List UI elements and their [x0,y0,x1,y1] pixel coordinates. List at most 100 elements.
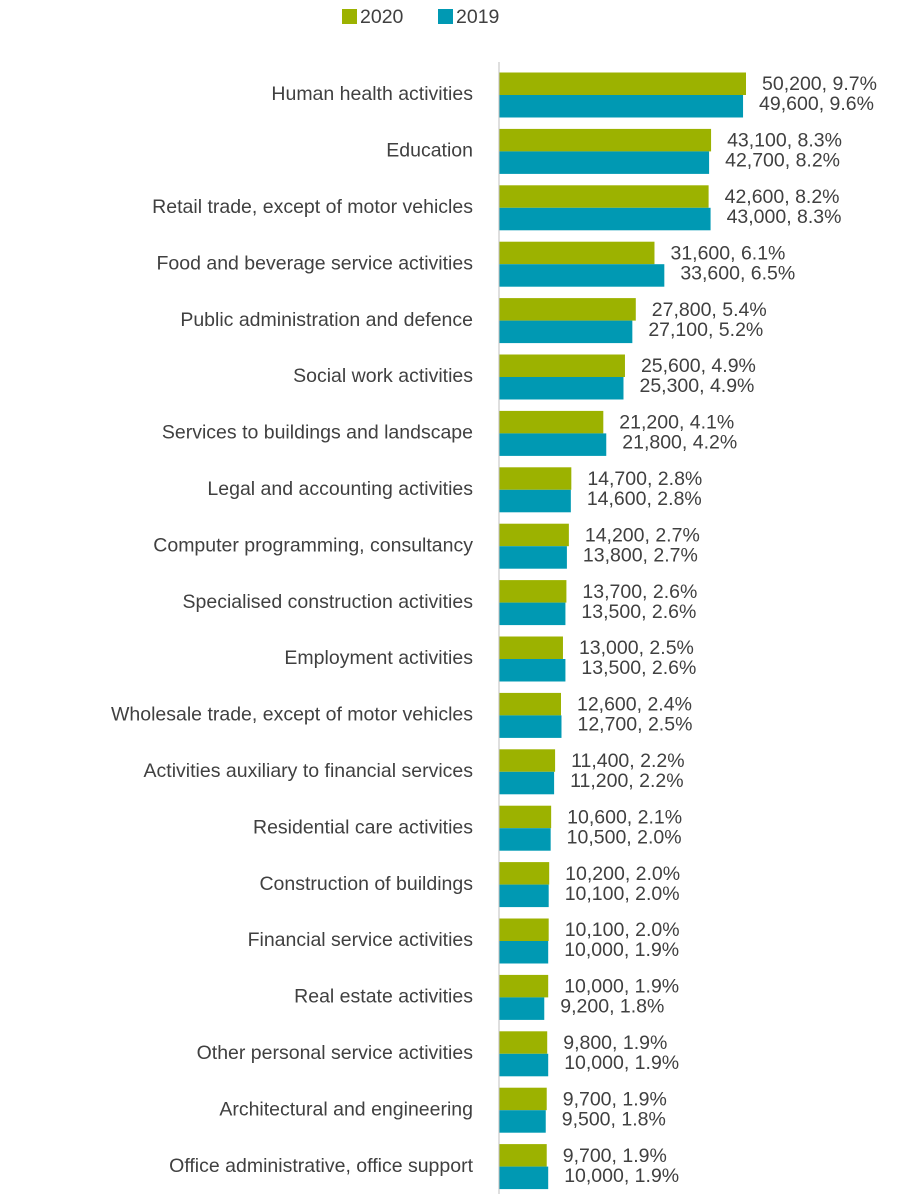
bar [499,1166,549,1190]
value-label: 25,600, 4.9% [641,355,756,377]
value-label: 9,700, 1.9% [563,1145,667,1167]
category-label: Food and beverage service activities [156,252,473,274]
bar [499,377,624,400]
category-label: Architectural and engineering [219,1098,473,1120]
bar [499,941,549,964]
bar [499,1110,546,1133]
bar [499,489,571,513]
bar [499,974,549,998]
value-label: 10,100, 2.0% [565,919,680,941]
category-label: Services to buildings and landscape [162,422,473,444]
bar [499,1031,548,1054]
value-label: 50,200, 9.7% [762,73,877,95]
bar [499,354,625,377]
category-label: Social work activities [293,365,473,387]
value-label: 10,000, 1.9% [564,939,679,961]
bar [499,659,566,682]
legend-swatch [438,9,453,24]
value-label: 21,800, 4.2% [622,432,737,454]
bar [499,771,555,795]
value-label: 43,000, 8.3% [727,206,842,228]
bar [499,580,567,603]
category-label: Other personal service activities [197,1042,474,1064]
bar [499,862,550,885]
bar [499,715,562,738]
bar [499,997,545,1020]
value-label: 27,100, 5.2% [648,319,763,341]
value-label: 10,000, 1.9% [564,976,679,998]
category-label: Residential care activities [253,816,473,838]
category-label: Financial service activities [248,929,474,951]
value-label: 31,600, 6.1% [670,242,785,264]
value-label: 10,000, 1.9% [564,1165,679,1187]
bar [499,151,710,174]
value-label: 13,700, 2.6% [582,581,697,603]
value-label: 42,600, 8.2% [725,186,840,208]
category-label: Computer programming, consultancy [153,534,473,556]
bar [499,602,566,626]
bar [499,828,551,851]
category-label: Employment activities [284,647,473,669]
category-label: Real estate activities [294,986,473,1008]
bar [499,918,549,941]
legend-swatch [342,9,357,24]
bar [499,264,665,287]
bar [499,1053,549,1077]
category-label: Specialised construction activities [183,591,474,613]
bar [499,749,556,772]
value-label: 10,000, 1.9% [564,1052,679,1074]
value-label: 27,800, 5.4% [652,299,767,321]
value-label: 14,700, 2.8% [587,468,702,490]
value-label: 42,700, 8.2% [725,150,840,172]
value-label: 9,800, 1.9% [563,1032,667,1054]
value-label: 13,000, 2.5% [579,637,694,659]
value-label: 10,500, 2.0% [567,826,682,848]
bar [499,805,552,829]
legend-label: 2020 [360,6,404,28]
bar [499,1087,547,1111]
value-label: 33,600, 6.5% [680,262,795,284]
value-label: 9,700, 1.9% [563,1088,667,1110]
value-label: 12,600, 2.4% [577,694,692,716]
bar [499,128,712,152]
value-label: 9,500, 1.8% [562,1108,666,1130]
value-label: 21,200, 4.1% [619,412,734,434]
category-label: Human health activities [271,83,473,105]
value-label: 13,500, 2.6% [581,601,696,623]
value-label: 10,200, 2.0% [565,863,680,885]
value-label: 12,700, 2.5% [577,714,692,736]
bar [499,185,709,208]
value-label: 13,800, 2.7% [583,544,698,566]
category-label: Retail trade, except of motor vehicles [152,196,473,218]
value-label: 49,600, 9.6% [759,93,874,115]
bar [499,692,561,716]
legend-label: 2019 [456,6,499,28]
category-label: Wholesale trade, except of motor vehicle… [111,704,473,726]
category-label: Legal and accounting activities [207,478,473,500]
category-label: Education [386,140,473,162]
bar [499,636,563,659]
category-label: Public administration and defence [180,309,473,331]
bar [499,546,567,569]
value-label: 25,300, 4.9% [639,375,754,397]
bar [499,1144,547,1167]
bar [499,241,655,265]
value-label: 13,500, 2.6% [581,657,696,679]
bar [499,207,711,231]
category-label: Activities auxiliary to financial servic… [144,760,474,782]
category-label: Construction of buildings [259,873,473,895]
value-label: 11,400, 2.2% [571,750,684,772]
value-label: 10,100, 2.0% [565,883,680,905]
value-label: 9,200, 1.8% [560,996,664,1018]
bar [499,298,636,321]
value-label: 11,200, 2.2% [570,770,683,792]
bar [499,433,607,456]
value-label: 14,600, 2.8% [587,488,702,510]
bar [499,72,746,95]
bar [499,884,549,908]
value-label: 43,100, 8.3% [727,130,842,152]
bar [499,95,744,118]
value-label: 10,600, 2.1% [567,806,682,828]
category-label: Office administrative, office support [169,1155,473,1177]
